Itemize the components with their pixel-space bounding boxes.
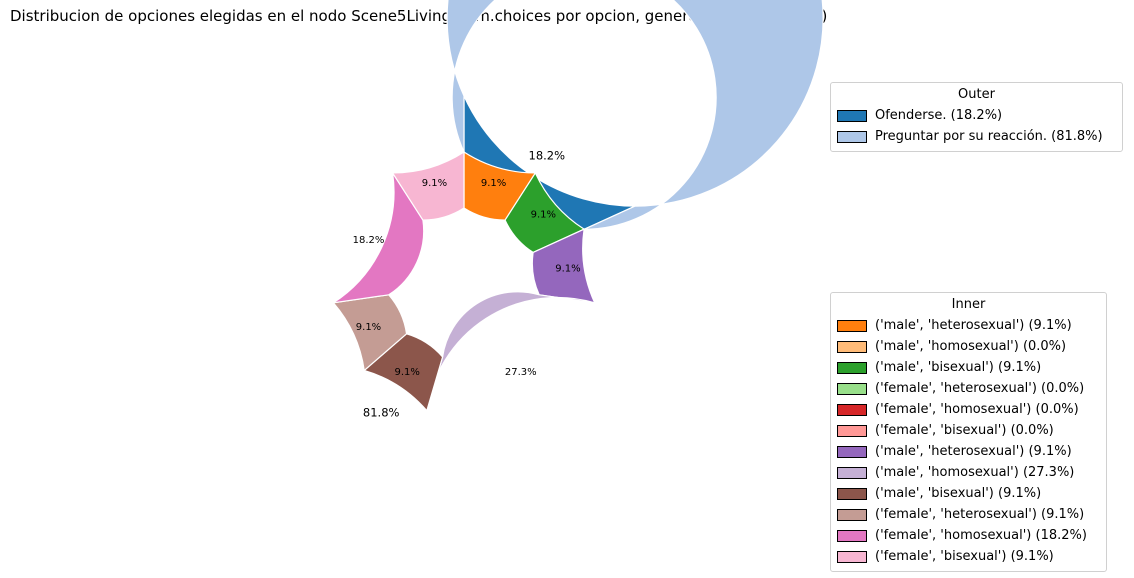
inner-pct-label: 9.1% [422,178,447,189]
legend-inner-item: ('male', 'homosexual') (27.3%) [837,462,1100,483]
legend-label: ('female', 'bisexual') (9.1%) [875,549,1054,564]
legend-inner-item: ('male', 'bisexual') (9.1%) [837,357,1100,378]
inner-pct-label: 27.3% [505,367,537,378]
legend-label: ('female', 'heterosexual') (0.0%) [875,381,1085,396]
legend-swatch [837,403,867,416]
chart-title: Distribucion de opciones elegidas en el … [10,7,828,25]
legend-outer-title: Outer [958,87,995,102]
legend-swatch [837,130,867,143]
legend-swatch [837,487,867,500]
legend-label: Preguntar por su reacción. (81.8%) [875,129,1103,144]
legend-swatch [837,109,867,122]
legend-inner-item: ('male', 'bisexual') (9.1%) [837,483,1100,504]
legend-inner: Inner ('male', 'heterosexual') (9.1%) ('… [830,292,1107,572]
legend-label: ('male', 'heterosexual') (9.1%) [875,444,1072,459]
legend-inner-item: ('male', 'heterosexual') (9.1%) [837,315,1100,336]
percentage-labels: 18.2% 81.8% 9.1% 9.1% 9.1% 27.3% 9.1% 9.1% 18.2%… [353,148,581,419]
inner-pct-label: 9.1% [531,210,556,221]
legend-swatch [837,340,867,353]
outer-slice [446,0,824,230]
legend-inner-item: ('male', 'homosexual') (0.0%) [837,336,1100,357]
inner-pct-label: 9.1% [555,264,580,275]
inner-pct-label: 9.1% [481,178,506,189]
legend-label: Ofenderse. (18.2%) [875,108,1003,123]
legend-inner-item: ('female', 'bisexual') (9.1%) [837,546,1100,567]
legend-inner-item: ('female', 'homosexual') (0.0%) [837,399,1100,420]
inner-pct-label: 18.2% [353,235,385,246]
legend-swatch [837,550,867,563]
legend-inner-item: ('female', 'heterosexual') (9.1%) [837,504,1100,525]
legend-label: ('female', 'bisexual') (0.0%) [875,423,1054,438]
inner-ring [332,150,596,412]
legend-label: ('male', 'heterosexual') (9.1%) [875,318,1072,333]
inner-slice [426,291,595,411]
legend-label: ('male', 'bisexual') (9.1%) [875,486,1042,501]
legend-label: ('male', 'homosexual') (0.0%) [875,339,1067,354]
legend-label: ('male', 'homosexual') (27.3%) [875,465,1075,480]
legend-inner-item: ('male', 'heterosexual') (9.1%) [837,441,1100,462]
legend-outer-item: Preguntar por su reacción. (81.8%) [837,126,1116,147]
legend-label: ('female', 'heterosexual') (9.1%) [875,507,1085,522]
legend-inner-item: ('female', 'homosexual') (18.2%) [837,525,1100,546]
outer-pct-label: 81.8% [363,406,400,420]
legend-swatch [837,319,867,332]
legend-swatch [837,424,867,437]
inner-slice [391,150,465,221]
legend-label: ('male', 'bisexual') (9.1%) [875,360,1042,375]
inner-pct-label: 9.1% [356,322,381,333]
legend-inner-title: Inner [951,297,986,312]
legend-swatch [837,361,867,374]
legend-swatch [837,529,867,542]
legend-swatch [837,445,867,458]
inner-pct-label: 9.1% [395,367,420,378]
legend-label: ('female', 'homosexual') (0.0%) [875,402,1079,417]
legend-outer-item: Ofenderse. (18.2%) [837,105,1116,126]
legend-outer: Outer Ofenderse. (18.2%) Preguntar por s… [830,82,1123,152]
legend-label: ('female', 'homosexual') (18.2%) [875,528,1087,543]
legend-inner-item: ('female', 'bisexual') (0.0%) [837,420,1100,441]
legend-swatch [837,382,867,395]
legend-swatch [837,466,867,479]
legend-swatch [837,508,867,521]
outer-pct-label: 18.2% [529,148,566,162]
legend-inner-item: ('female', 'heterosexual') (0.0%) [837,378,1100,399]
